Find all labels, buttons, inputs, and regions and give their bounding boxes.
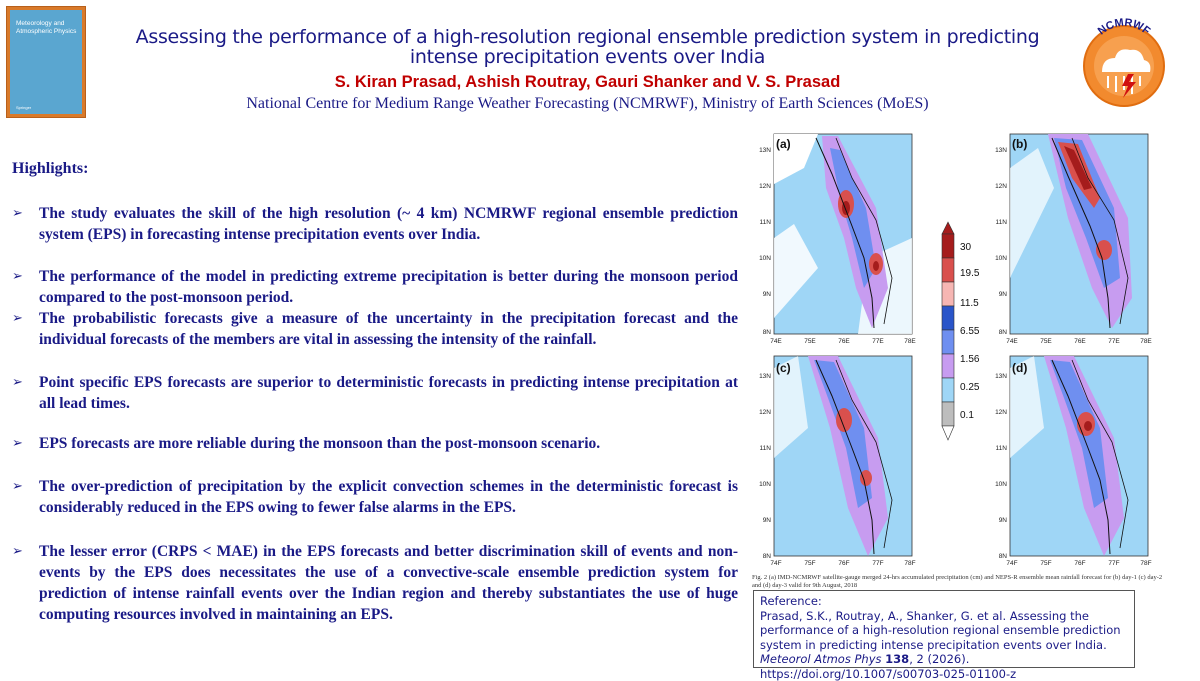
highlight-item: ➢ Point specific EPS forecasts are super… — [12, 372, 738, 414]
lat-tick: 11N — [996, 445, 1008, 452]
panel-b-map — [1010, 134, 1148, 334]
lon-tick: 74E — [1006, 338, 1018, 345]
affiliation-line: National Centre for Medium Range Weather… — [110, 95, 1065, 113]
lat-tick: 13N — [995, 147, 1007, 154]
colorbar-label: 0.1 — [960, 410, 974, 421]
lon-tick: 77F — [1108, 560, 1119, 567]
lon-tick: 78E — [1140, 338, 1152, 345]
lon-tick: 76E — [838, 338, 850, 345]
lat-tick: 8N — [763, 329, 772, 336]
panel-a-map — [774, 134, 912, 334]
reference-label: Reference: — [760, 594, 1128, 609]
panel-label-b: (b) — [1012, 137, 1027, 151]
arrow-bullet-icon: ➢ — [12, 476, 23, 497]
highlight-item: ➢ The over-prediction of precipitation b… — [12, 476, 738, 518]
lon-tick: 78F — [904, 560, 915, 567]
colorbar-label: 6.55 — [960, 326, 980, 337]
lon-tick: 75E — [1040, 338, 1052, 345]
lon-tick: 76E — [1074, 338, 1086, 345]
lat-tick: 13N — [995, 373, 1007, 380]
authors-line: S. Kiran Prasad, Ashish Routray, Gauri S… — [110, 73, 1065, 92]
arrow-bullet-icon: ➢ — [12, 308, 23, 329]
lon-tick: 75F — [804, 560, 815, 567]
arrow-bullet-icon: ➢ — [12, 541, 23, 562]
colorbar-label: 1.56 — [960, 354, 980, 365]
lon-tick: 75E — [804, 338, 816, 345]
arrow-bullet-icon: ➢ — [12, 372, 23, 393]
lat-tick: 10N — [995, 481, 1007, 488]
lat-tick: 13N — [759, 147, 771, 154]
lon-tick: 77E — [872, 338, 884, 345]
arrow-bullet-icon: ➢ — [12, 203, 23, 224]
arrow-bullet-icon: ➢ — [12, 266, 23, 287]
lat-tick: 10N — [759, 481, 771, 488]
lat-tick: 11N — [996, 219, 1008, 226]
lat-tick: 13N — [759, 373, 771, 380]
panel-label-a: (a) — [776, 137, 791, 151]
lat-tick: 8N — [999, 553, 1008, 560]
highlight-item: ➢ EPS forecasts are more reliable during… — [12, 433, 738, 454]
lon-tick: 76F — [838, 560, 849, 567]
highlight-item: ➢ The lesser error (CRPS < MAE) in the E… — [12, 541, 738, 625]
reference-citation: Prasad, S.K., Routray, A., Shanker, G. e… — [760, 609, 1128, 681]
journal-cover-title: Meteorology and Atmospheric Physics — [16, 20, 80, 36]
lat-tick: 9N — [763, 517, 772, 524]
journal-cover-publisher: Springer — [16, 105, 31, 110]
highlight-item: ➢ The probabilistic forecasts give a mea… — [12, 308, 738, 350]
colorbar-label: 0.25 — [960, 382, 980, 393]
highlights-heading: Highlights: — [12, 160, 88, 178]
lon-tick: 74F — [1006, 560, 1017, 567]
lon-tick: 77F — [872, 560, 883, 567]
panel-label-c: (c) — [776, 361, 791, 375]
reference-volume: 138 — [885, 652, 909, 666]
lon-tick: 77E — [1108, 338, 1120, 345]
ncmrwf-logo: NCMRWF — [1078, 14, 1170, 114]
panel-label-d: (d) — [1012, 361, 1027, 375]
highlight-item: ➢ The performance of the model in predic… — [12, 266, 738, 308]
reference-journal: Meteorol Atmos Phys — [760, 652, 882, 666]
rainfall-maps-figure: (a) (b) (c) (d) 13N 12N 11N 10N 9N 8N 13… — [748, 128, 1168, 580]
lon-tick: 74F — [770, 560, 781, 567]
figure-caption: Fig. 2 (a) IMD-NCMRWF satellite-gauge me… — [752, 574, 1164, 590]
lat-tick: 9N — [999, 291, 1008, 298]
arrow-bullet-icon: ➢ — [12, 433, 23, 454]
poster-title: Assessing the performance of a high-reso… — [110, 27, 1065, 67]
lat-tick: 12N — [995, 183, 1007, 190]
lat-tick: 12N — [759, 409, 771, 416]
colorbar — [942, 222, 954, 440]
lat-tick: 12N — [759, 183, 771, 190]
lat-tick: 9N — [763, 291, 772, 298]
lat-tick: 8N — [763, 553, 772, 560]
highlight-item: ➢ The study evaluates the skill of the h… — [12, 203, 738, 245]
lat-tick: 8N — [999, 329, 1008, 336]
reference-box: Reference: Prasad, S.K., Routray, A., Sh… — [753, 590, 1135, 668]
colorbar-label: 11.5 — [960, 298, 979, 309]
colorbar-label: 30 — [960, 242, 972, 253]
lon-tick: 75F — [1040, 560, 1051, 567]
header: Meteorology and Atmospheric Physics Spri… — [0, 0, 1200, 122]
lat-tick: 11N — [760, 445, 772, 452]
lat-tick: 10N — [995, 255, 1007, 262]
lat-tick: 10N — [759, 255, 771, 262]
panel-d-map — [1010, 356, 1148, 556]
lon-tick: 74E — [770, 338, 782, 345]
panel-c-map — [774, 356, 912, 556]
colorbar-label: 19.5 — [960, 268, 980, 279]
lat-tick: 9N — [999, 517, 1008, 524]
lat-tick: 12N — [995, 409, 1007, 416]
lon-tick: 78F — [1140, 560, 1151, 567]
lon-tick: 78E — [904, 338, 916, 345]
journal-cover-image: Meteorology and Atmospheric Physics Spri… — [6, 6, 86, 118]
lat-tick: 11N — [760, 219, 772, 226]
lon-tick: 76F — [1074, 560, 1085, 567]
